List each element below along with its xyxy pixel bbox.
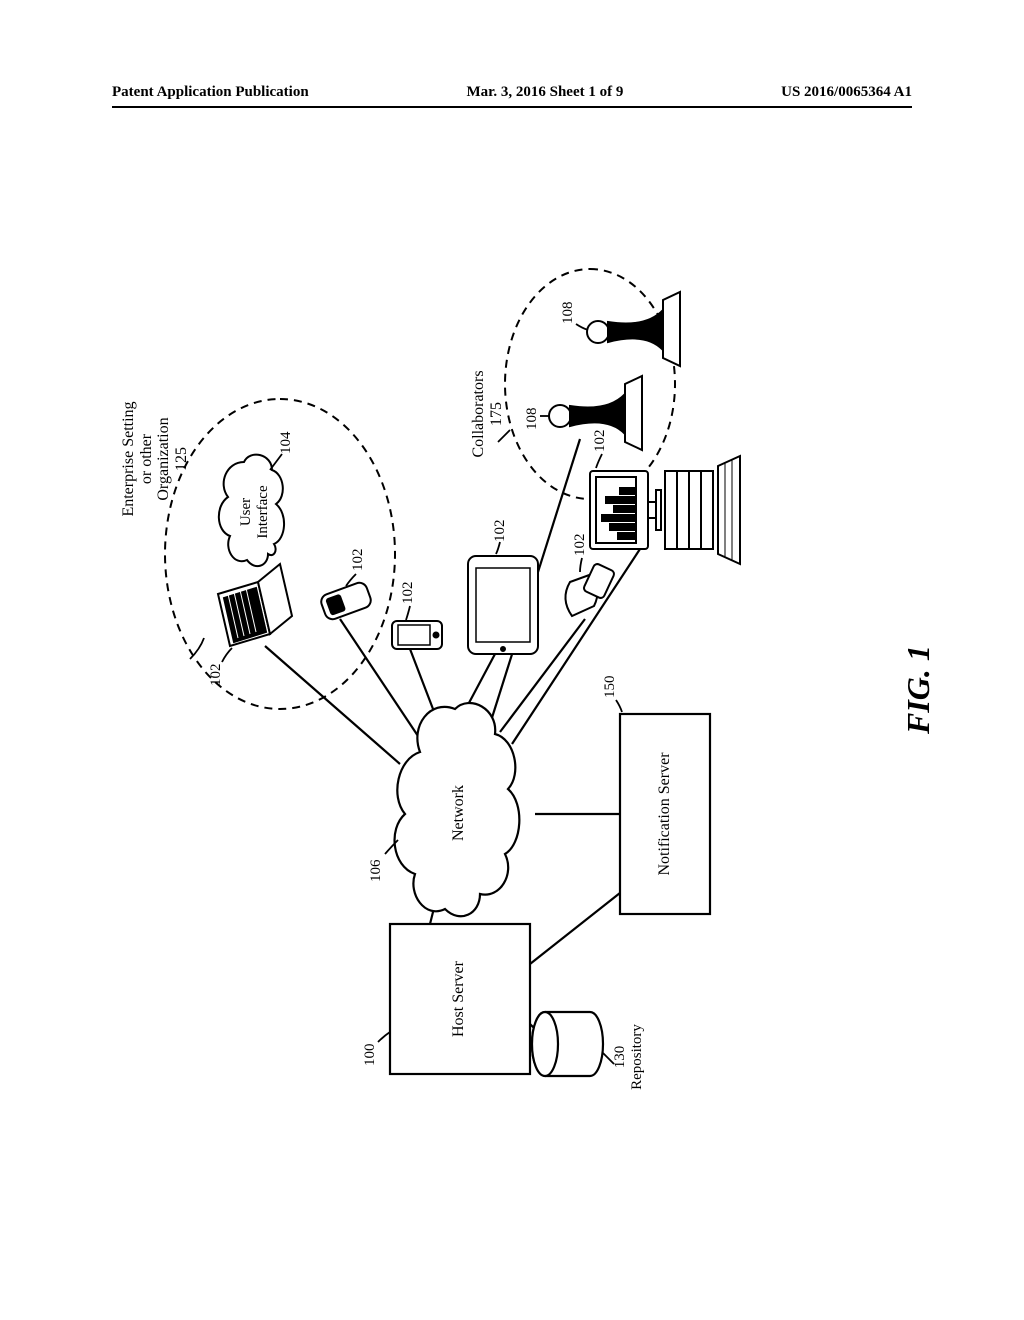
ref-104-label: 104 [278, 432, 295, 455]
page-root: Patent Application Publication Mar. 3, 2… [0, 0, 1024, 1320]
ref-150-label: 150 [602, 676, 619, 699]
phone-enterprise-icon [319, 581, 373, 622]
figure-caption: FIG. 1 [900, 645, 937, 734]
ref-102-laptop: 102 [208, 664, 225, 687]
figure-area: Enterprise Settingor otherOrganization12… [0, 170, 1024, 1190]
network-label: Network [450, 778, 468, 848]
figure-inner: Enterprise Settingor otherOrganization12… [0, 170, 1024, 1194]
repository-icon [532, 1012, 603, 1076]
header-left: Patent Application Publication [112, 84, 309, 101]
collaborators-dashed-outline [505, 269, 675, 499]
ref-106-label: 106 [368, 860, 385, 883]
enterprise-label: Enterprise Settingor otherOrganization12… [120, 374, 190, 544]
figure-rotator: Enterprise Settingor otherOrganization12… [0, 170, 1020, 1194]
ref-102-tablet: 102 [492, 520, 509, 543]
tablet-icon [468, 556, 538, 654]
header-rule [112, 106, 912, 108]
host-server-label: Host Server [450, 944, 468, 1054]
ref-102-desktop: 102 [592, 430, 609, 453]
user-interface-label: UserInterface [238, 482, 271, 542]
laptop-icon [218, 564, 292, 646]
smartphone-icon [392, 621, 442, 649]
ref-102-flip: 102 [572, 534, 589, 557]
header-right: US 2016/0065364 A1 [781, 84, 912, 101]
ref-108-b: 108 [560, 302, 577, 325]
ref-102-phone-ent: 102 [350, 549, 367, 572]
flip-phone-icon [565, 563, 615, 616]
ref-108-a: 108 [524, 408, 541, 431]
page-header: Patent Application Publication Mar. 3, 2… [112, 84, 912, 101]
figure-svg [0, 170, 1024, 1194]
collaborators-label: Collaborators175 [470, 354, 505, 474]
notification-server-label: Notification Server [656, 734, 674, 894]
person-b-icon [587, 292, 680, 366]
ref-130-repo-label: 130Repository [612, 1012, 645, 1102]
ref-100-label: 100 [362, 1044, 379, 1067]
desktop-icon [590, 456, 740, 564]
ref-102-smartphone: 102 [400, 582, 417, 605]
header-center: Mar. 3, 2016 Sheet 1 of 9 [466, 84, 623, 101]
